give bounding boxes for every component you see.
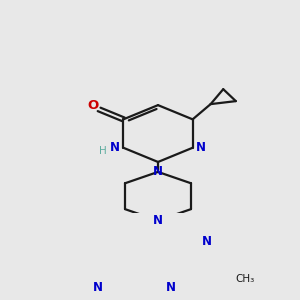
Text: CH₃: CH₃ [235, 274, 254, 284]
Text: N: N [166, 281, 176, 294]
Text: N: N [110, 141, 120, 154]
Text: N: N [202, 235, 212, 248]
Text: N: N [93, 281, 103, 294]
Text: H: H [100, 146, 107, 156]
Text: N: N [153, 165, 163, 178]
Text: N: N [196, 141, 206, 154]
Text: O: O [88, 99, 99, 112]
Text: N: N [153, 214, 163, 227]
